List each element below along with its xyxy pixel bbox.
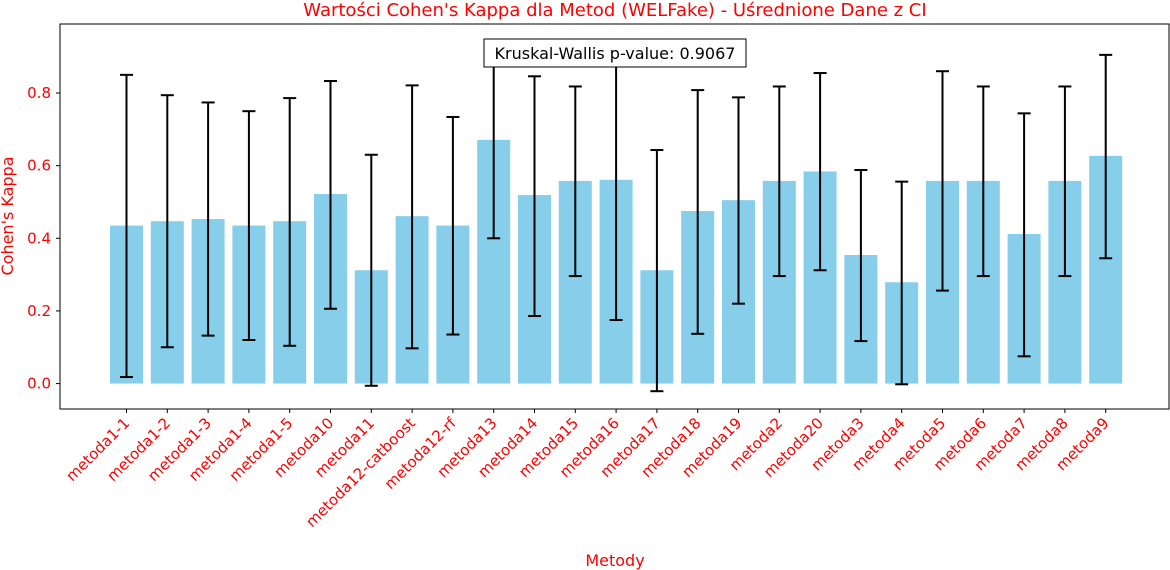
- bars-layer: [110, 139, 1123, 384]
- errorbars-layer: [120, 41, 1113, 393]
- errorbar-metoda19: [732, 96, 745, 305]
- errorbar-metoda1-4: [242, 110, 256, 341]
- y-axis-label: Cohen's Kappa: [0, 156, 17, 275]
- errorbar-metoda1-5: [283, 97, 297, 347]
- errorbar-metoda18: [691, 89, 705, 335]
- errorbar-metoda11: [364, 153, 378, 387]
- errorbar-metoda12-catboost: [405, 84, 419, 350]
- x-axis-ticks: metoda1-1metoda1-2metoda1-3metoda1-4meto…: [63, 409, 1113, 531]
- y-tick-label: 0.0: [27, 375, 51, 393]
- errorbar-metoda1-2: [160, 94, 174, 349]
- errorbar-metoda20: [813, 72, 827, 272]
- annotation-text: Kruskal-Wallis p-value: 0.9067: [495, 44, 736, 63]
- y-tick-label: 0.6: [27, 157, 51, 175]
- errorbar-metoda2: [772, 85, 786, 278]
- errorbar-metoda1-3: [201, 101, 215, 337]
- errorbar-metoda4: [895, 180, 909, 386]
- errorbar-metoda15: [568, 85, 582, 278]
- errorbar-metoda14: [528, 75, 541, 318]
- errorbar-metoda10: [324, 80, 337, 310]
- errorbar-metoda1-1: [120, 73, 133, 379]
- y-tick-label: 0.4: [27, 229, 51, 247]
- y-axis-ticks: 0.0 0.2 0.4 0.6 0.8: [27, 84, 60, 393]
- errorbar-metoda17: [650, 149, 664, 393]
- x-axis-label: Metody: [585, 551, 644, 570]
- annotation-box: Kruskal-Wallis p-value: 0.9067: [483, 38, 747, 68]
- chart-title: Wartości Cohen's Kappa dla Metod (WELFak…: [303, 0, 926, 21]
- errorbar-metoda3: [854, 169, 868, 343]
- errorbar-metoda7: [1017, 112, 1031, 358]
- y-tick-label: 0.8: [27, 84, 51, 102]
- errorbar-metoda9: [1099, 53, 1113, 260]
- y-tick-label: 0.2: [27, 302, 51, 320]
- errorbar-metoda12-rf: [446, 115, 460, 336]
- errorbar-metoda6: [976, 85, 990, 278]
- errorbar-metoda8: [1058, 85, 1072, 278]
- errorbar-metoda5: [936, 70, 949, 292]
- plot-frame: [59, 23, 1170, 410]
